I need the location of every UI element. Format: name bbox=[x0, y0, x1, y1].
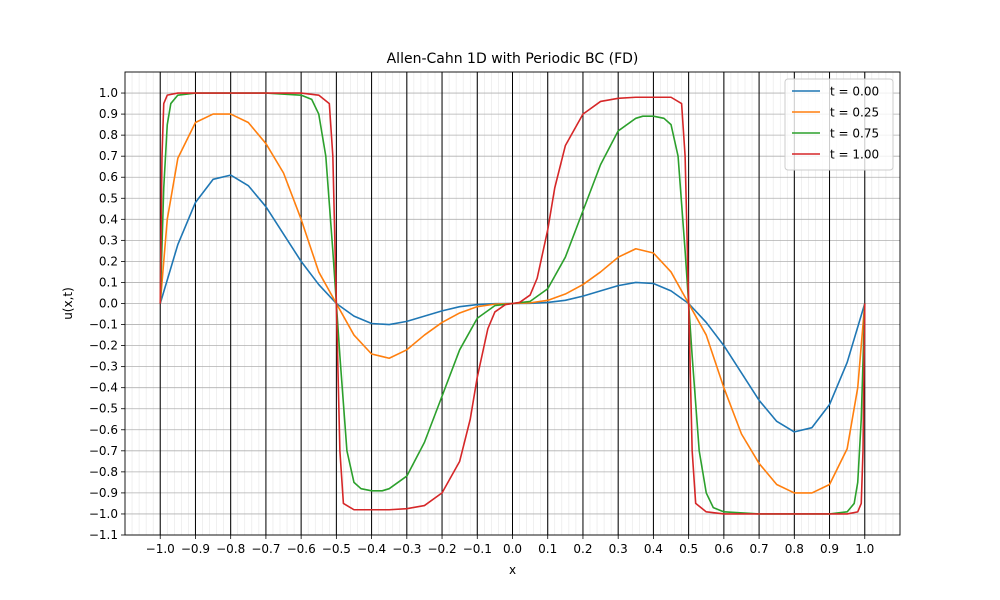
x-axis-label: x bbox=[509, 563, 516, 577]
x-tick-label: −0.8 bbox=[216, 542, 245, 556]
x-tick-label: 0.8 bbox=[785, 542, 804, 556]
y-tick-label: −0.4 bbox=[89, 381, 118, 395]
y-tick-label: 0.0 bbox=[99, 297, 118, 311]
y-tick-label: 0.9 bbox=[99, 107, 118, 121]
x-tick-label: −0.1 bbox=[463, 542, 492, 556]
x-tick-label: −0.3 bbox=[392, 542, 421, 556]
x-tick-label: −0.4 bbox=[357, 542, 386, 556]
legend-label: t = 0.75 bbox=[830, 127, 879, 141]
y-tick-label: −0.2 bbox=[89, 339, 118, 353]
y-tick-label: −0.3 bbox=[89, 360, 118, 374]
x-tick-label: 1.0 bbox=[855, 542, 874, 556]
x-tick-label: 0.2 bbox=[573, 542, 592, 556]
legend-label: t = 0.00 bbox=[830, 85, 879, 99]
x-tick-label: −1.0 bbox=[146, 542, 175, 556]
y-tick-label: −0.1 bbox=[89, 318, 118, 332]
y-tick-label: 0.1 bbox=[99, 275, 118, 289]
legend: t = 0.00 t = 0.25 t = 0.75 t = 1.00 bbox=[784, 78, 894, 171]
series-lines bbox=[159, 92, 866, 515]
series-line bbox=[159, 92, 866, 515]
legend-label: t = 1.00 bbox=[830, 148, 879, 162]
legend-box bbox=[784, 78, 894, 171]
x-tick-label: 0.1 bbox=[538, 542, 557, 556]
x-tick-label: −0.5 bbox=[322, 542, 351, 556]
y-tick-label: −0.5 bbox=[89, 402, 118, 416]
y-axis: −1.1 −1.0 −0.9 −0.8 −0.7 −0.6 −0.5 −0.4 −0.3 −0.2… bbox=[89, 86, 125, 542]
x-tick-label: 0.7 bbox=[750, 542, 769, 556]
plot-area bbox=[124, 71, 901, 536]
y-tick-label: 0.8 bbox=[99, 128, 118, 142]
y-tick-label: 0.4 bbox=[99, 212, 118, 226]
x-tick-label: 0.4 bbox=[644, 542, 663, 556]
y-tick-label: 0.7 bbox=[99, 149, 118, 163]
x-tick-label: −0.9 bbox=[181, 542, 210, 556]
y-tick-label: −0.9 bbox=[89, 486, 118, 500]
x-tick-label: 0.0 bbox=[503, 542, 522, 556]
y-tick-label: 0.2 bbox=[99, 254, 118, 268]
x-tick-label: 0.6 bbox=[714, 542, 733, 556]
y-tick-label: −0.7 bbox=[89, 444, 118, 458]
legend-label: t = 0.25 bbox=[830, 106, 879, 120]
x-tick-label: −0.7 bbox=[251, 542, 280, 556]
x-tick-label: 0.9 bbox=[820, 542, 839, 556]
x-tick-label: −0.6 bbox=[287, 542, 316, 556]
x-tick-label: −0.2 bbox=[427, 542, 456, 556]
y-tick-label: 0.5 bbox=[99, 191, 118, 205]
y-tick-label: −1.1 bbox=[89, 528, 118, 542]
y-tick-label: 0.6 bbox=[99, 170, 118, 184]
x-tick-label: 0.5 bbox=[679, 542, 698, 556]
vertical-reference-lines bbox=[159, 72, 866, 535]
y-tick-label: 0.3 bbox=[99, 233, 118, 247]
y-tick-label: −0.6 bbox=[89, 423, 118, 437]
x-tick-label: 0.3 bbox=[609, 542, 628, 556]
chart-title: Allen-Cahn 1D with Periodic BC (FD) bbox=[387, 51, 639, 67]
y-tick-label: −1.0 bbox=[89, 507, 118, 521]
x-axis: −1.0 −0.9 −0.8 −0.7 −0.6 −0.5 −0.4 −0.3 −0.2 −0.1… bbox=[146, 535, 874, 556]
y-tick-label: 1.0 bbox=[99, 86, 118, 100]
y-tick-label: −0.8 bbox=[89, 465, 118, 479]
y-axis-label: u(x,t) bbox=[61, 287, 75, 320]
